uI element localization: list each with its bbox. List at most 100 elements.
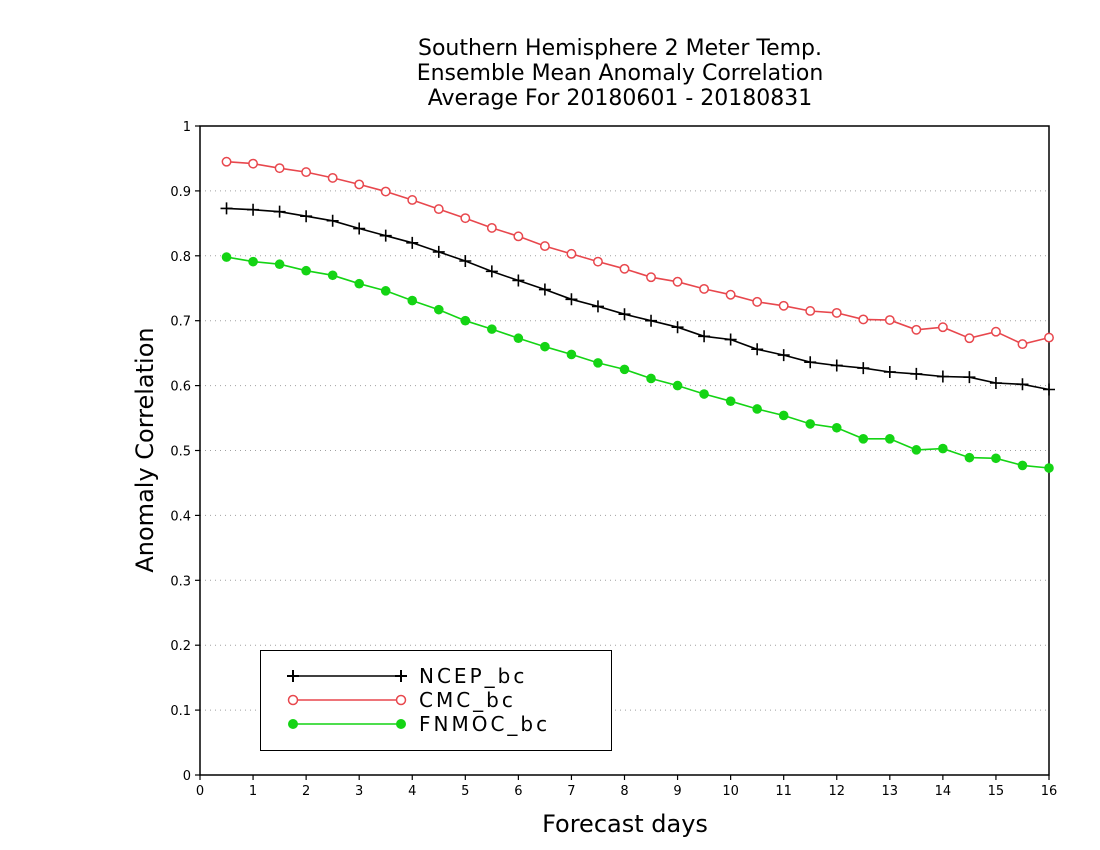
data-point-cmc-bc-24 xyxy=(858,314,869,325)
data-point-fnmoc-bc-0 xyxy=(221,252,232,262)
legend-label-fnmoc: FNMOC_bc xyxy=(419,712,551,736)
data-point-fnmoc-bc-27 xyxy=(938,443,948,454)
data-point-cmc-bc-2 xyxy=(274,163,285,174)
x-tick-label-11: 11 xyxy=(775,784,792,799)
data-point-cmc-bc-27 xyxy=(937,322,948,333)
data-point-fnmoc-bc-29 xyxy=(991,453,1001,464)
data-point-cmc-bc-16 xyxy=(646,272,656,283)
title-line-3: Average For 20180601 - 20180831 xyxy=(427,86,813,111)
data-point-fnmoc-bc-7 xyxy=(407,295,418,306)
data-point-fnmoc-bc-17 xyxy=(672,380,683,391)
data-point-cmc-bc-26 xyxy=(911,324,922,335)
x-tick-label-6: 6 xyxy=(514,784,522,799)
legend-item-ncep: NCEP_bc xyxy=(261,663,611,689)
data-point-fnmoc-bc-31 xyxy=(1044,463,1054,473)
data-point-cmc-bc-31 xyxy=(1044,332,1054,343)
data-point-cmc-bc-8 xyxy=(433,204,444,215)
data-point-cmc-bc-0 xyxy=(221,156,232,167)
x-tick-label-3: 3 xyxy=(355,784,363,799)
data-point-ncep-bc-1 xyxy=(247,203,260,216)
x-tick-label-14: 14 xyxy=(935,784,952,799)
x-tick-label-7: 7 xyxy=(567,784,575,799)
data-point-ncep-bc-28 xyxy=(963,371,976,384)
x-tick-label-12: 12 xyxy=(828,784,845,799)
data-point-ncep-bc-6 xyxy=(379,229,392,242)
x-tick-label-15: 15 xyxy=(988,784,1005,799)
data-point-cmc-bc-3 xyxy=(301,167,312,178)
data-point-ncep-bc-26 xyxy=(910,367,923,380)
data-point-ncep-bc-30 xyxy=(1016,378,1029,391)
data-point-cmc-bc-30 xyxy=(1017,339,1028,350)
data-point-fnmoc-bc-26 xyxy=(911,445,922,455)
data-point-fnmoc-bc-3 xyxy=(301,265,311,276)
y-tick-label-6: 0.6 xyxy=(170,380,191,395)
data-point-cmc-bc-21 xyxy=(778,300,789,311)
legend-item-cmc: CMC_bc xyxy=(261,687,611,713)
y-axis-label: Anomaly Correlation xyxy=(131,327,159,573)
legend-swatch-cmc xyxy=(287,694,407,706)
legend-item-fnmoc: FNMOC_bc xyxy=(261,711,611,737)
data-point-cmc-bc-17 xyxy=(672,276,683,287)
data-point-cmc-bc-20 xyxy=(752,296,763,307)
data-point-ncep-bc-7 xyxy=(406,236,419,249)
data-point-ncep-bc-5 xyxy=(353,222,366,235)
data-point-fnmoc-bc-24 xyxy=(858,434,869,444)
data-point-fnmoc-bc-12 xyxy=(540,341,550,352)
data-point-cmc-bc-29 xyxy=(990,326,1001,337)
data-point-fnmoc-bc-15 xyxy=(619,364,630,375)
x-tick-label-16: 16 xyxy=(1041,784,1058,799)
title-line-2: Ensemble Mean Anomaly Correlation xyxy=(416,61,824,86)
data-point-fnmoc-bc-5 xyxy=(354,278,364,289)
y-tick-label-9: 0.9 xyxy=(170,185,191,200)
data-point-fnmoc-bc-23 xyxy=(831,422,842,433)
data-point-ncep-bc-2 xyxy=(273,205,286,218)
data-point-cmc-bc-28 xyxy=(964,333,975,344)
legend-swatch-ncep xyxy=(287,670,407,682)
legend-swatch-fnmoc xyxy=(288,719,406,729)
data-point-cmc-bc-13 xyxy=(566,248,577,259)
x-tick-label-8: 8 xyxy=(620,784,628,799)
data-point-ncep-bc-10 xyxy=(485,265,498,278)
data-point-ncep-bc-11 xyxy=(512,274,525,287)
data-point-ncep-bc-9 xyxy=(459,254,472,267)
data-point-fnmoc-bc-1 xyxy=(248,256,258,267)
data-point-fnmoc-bc-20 xyxy=(752,404,762,414)
data-point-ncep-bc-19 xyxy=(724,333,737,346)
data-point-cmc-bc-9 xyxy=(460,213,471,224)
data-point-fnmoc-bc-4 xyxy=(327,270,338,281)
data-point-ncep-bc-24 xyxy=(857,362,870,375)
data-point-cmc-bc-23 xyxy=(831,307,842,318)
y-tick-label-8: 0.8 xyxy=(170,250,191,265)
data-point-fnmoc-bc-8 xyxy=(433,304,444,315)
y-tick-label-5: 0.5 xyxy=(170,445,191,460)
data-point-fnmoc-bc-22 xyxy=(805,419,816,429)
data-point-fnmoc-bc-10 xyxy=(487,324,497,334)
y-tick-label-3: 0.3 xyxy=(170,574,191,589)
x-tick-label-9: 9 xyxy=(673,784,681,799)
data-point-ncep-bc-29 xyxy=(989,377,1002,390)
legend-label-cmc: CMC_bc xyxy=(419,688,516,712)
data-point-ncep-bc-14 xyxy=(591,300,604,313)
data-point-cmc-bc-15 xyxy=(619,263,630,274)
chart-title: Southern Hemisphere 2 Meter Temp. Ensemb… xyxy=(0,36,1100,111)
data-point-fnmoc-bc-30 xyxy=(1017,460,1028,471)
data-point-fnmoc-bc-13 xyxy=(566,349,577,360)
data-point-cmc-bc-1 xyxy=(248,158,259,169)
data-point-ncep-bc-16 xyxy=(645,314,658,327)
data-point-ncep-bc-4 xyxy=(326,214,339,227)
x-tick-label-2: 2 xyxy=(302,784,310,799)
data-point-cmc-bc-5 xyxy=(354,179,365,190)
data-point-cmc-bc-14 xyxy=(593,256,603,267)
data-point-fnmoc-bc-19 xyxy=(725,396,736,406)
data-point-ncep-bc-27 xyxy=(936,370,949,383)
data-point-ncep-bc-13 xyxy=(565,293,578,306)
x-tick-label-1: 1 xyxy=(249,784,257,799)
legend: NCEP_bc CMC_bc FNMOC_bc xyxy=(260,650,612,751)
data-point-cmc-bc-22 xyxy=(805,306,816,316)
data-point-cmc-bc-6 xyxy=(380,186,391,197)
y-tick-label-10: 1 xyxy=(183,120,191,135)
data-point-ncep-bc-12 xyxy=(538,283,551,296)
data-point-fnmoc-bc-25 xyxy=(885,434,895,444)
x-tick-label-10: 10 xyxy=(722,784,739,799)
data-point-ncep-bc-18 xyxy=(698,330,711,343)
